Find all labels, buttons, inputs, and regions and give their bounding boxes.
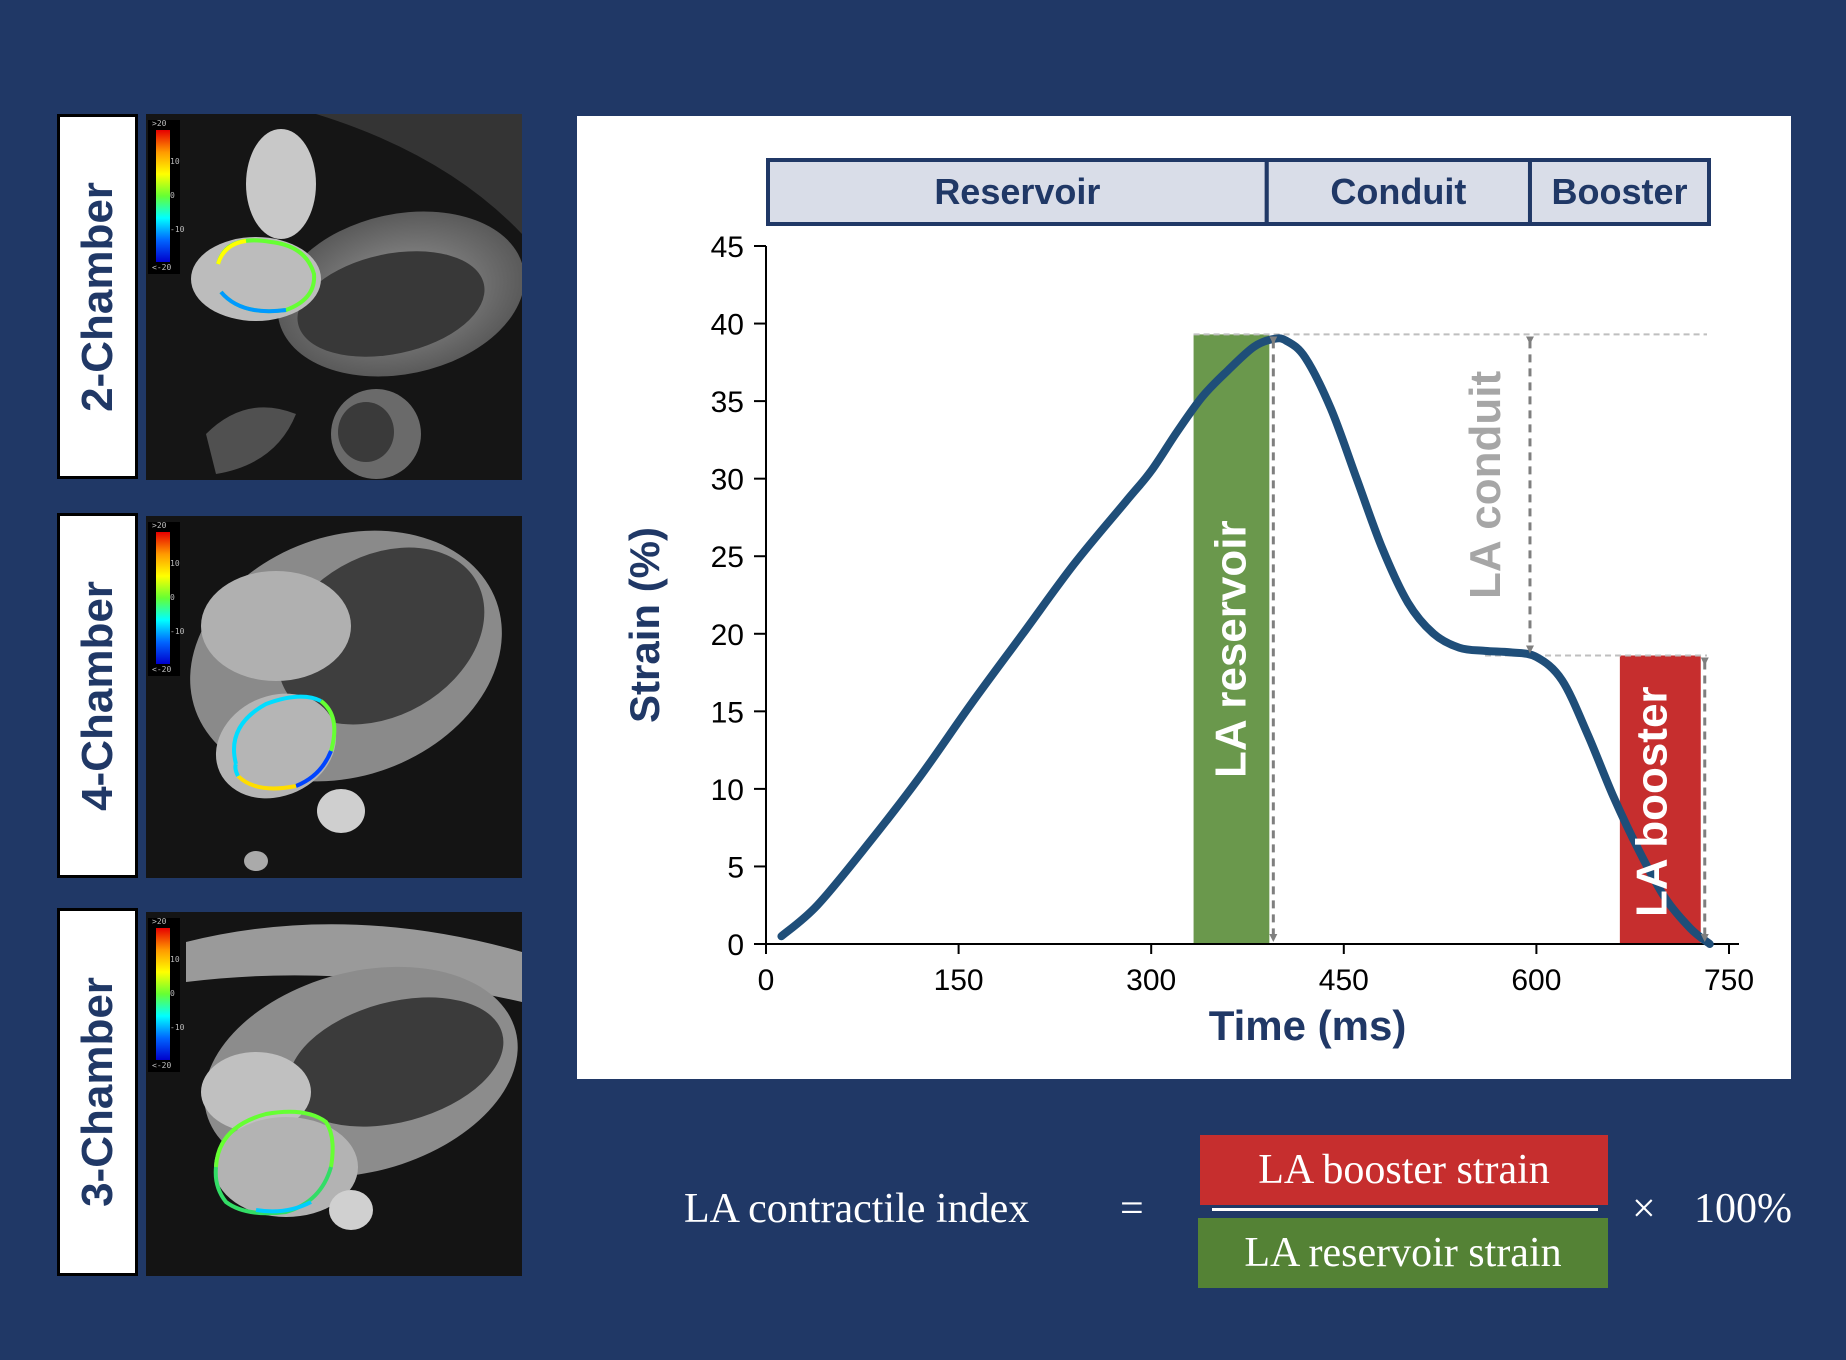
y-tick-label: 10 [711,774,744,807]
colorbar-legend: >20 10 0 -10 <-20 [148,120,184,274]
la-booster-label: LA booster [1627,686,1676,917]
colorbar-legend: >20 10 0 -10 <-20 [148,522,184,676]
la-conduit-label: LA conduit [1461,371,1510,599]
y-tick-label: 45 [711,231,744,264]
strain-curve [777,334,1714,948]
mri-2-chamber: >20 10 0 -10 <-20 [146,114,522,480]
strain-chart-panel: Reservoir Conduit Booster 0 5 10 15 20 25 30 35 40 4… [577,116,1791,1079]
phase-segment [1527,158,1711,226]
phase-segment [1264,158,1532,226]
view-label-4-chamber: 4-Chamber [57,513,138,878]
x-tick-label: 750 [1704,964,1754,997]
phase-segment [766,158,1269,226]
formula-denominator: LA reservoir strain [1244,1230,1562,1276]
y-tick-label: 30 [711,464,744,497]
phase-label: Reservoir [934,171,1100,212]
x-tick-label: 600 [1511,964,1561,997]
la-reservoir-bar [1193,334,1270,944]
y-tick-label: 20 [711,619,744,652]
x-tick-label: 450 [1319,964,1369,997]
mri-3-chamber: >20 10 0 -10 <-20 [146,912,522,1276]
la-reservoir-label: LA reservoir [1206,520,1255,778]
strain-chart: Reservoir Conduit Booster 0 5 10 15 20 25 30 35 40 4… [621,158,1754,1049]
formula-equals: = [1120,1186,1144,1232]
x-axis-title: Time (ms) [1209,1002,1407,1049]
view-label-2-chamber: 2-Chamber [57,114,138,479]
y-tick-label: 35 [711,386,744,419]
x-tick-label: 300 [1126,964,1176,997]
fraction-bar [1212,1208,1598,1211]
phase-label: Conduit [1330,171,1466,212]
view-label-3-chamber: 3-Chamber [57,908,138,1276]
formula-numerator-box: LA booster strain [1200,1135,1608,1205]
formula-factor: 100% [1694,1186,1792,1232]
colorbar-legend: >20 10 0 -10 <-20 [148,918,184,1072]
y-tick-label: 15 [711,696,744,729]
x-tick-label: 150 [934,964,984,997]
formula-lhs: LA contractile index [684,1186,1030,1232]
y-axis-title: Strain (%) [621,527,668,723]
formula-times: × [1632,1186,1656,1232]
formula-numerator: LA booster strain [1258,1147,1550,1193]
y-tick-label: 25 [711,541,744,574]
y-tick-label: 40 [711,309,744,342]
phase-label: Booster [1551,171,1687,212]
formula-denominator-box: LA reservoir strain [1198,1218,1608,1288]
x-tick-label: 0 [758,964,775,997]
y-tick-label: 5 [727,851,744,884]
y-tick-label: 0 [727,929,744,962]
mri-4-chamber: >20 10 0 -10 <-20 [146,516,522,878]
